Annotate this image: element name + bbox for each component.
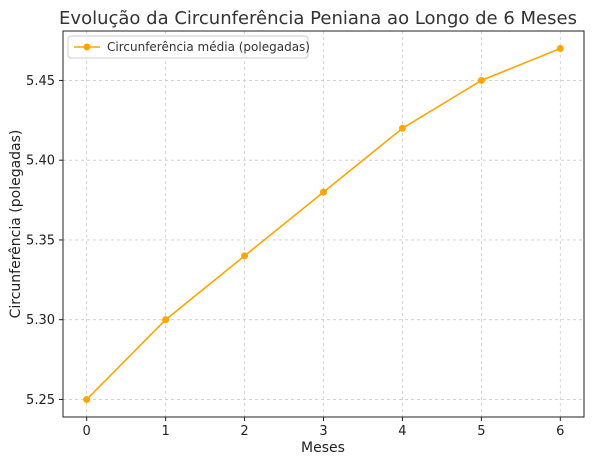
series-layer [83, 45, 564, 403]
y-tick-label: 5.25 [26, 393, 55, 408]
chart-title: Evolução da Circunferência Peniana ao Lo… [59, 8, 577, 29]
x-tick-label: 6 [556, 424, 564, 439]
x-tick-label: 3 [319, 424, 327, 439]
y-tick-label: 5.30 [26, 313, 55, 328]
legend-marker [83, 43, 91, 51]
y-tick-label: 5.35 [26, 233, 55, 248]
data-point [477, 76, 485, 84]
x-tick-label: 2 [240, 424, 248, 439]
data-point [241, 252, 249, 260]
y-tick-label: 5.40 [26, 154, 55, 169]
data-point [83, 395, 91, 403]
x-tick-label: 0 [83, 424, 91, 439]
legend-label: Circunferência média (polegadas) [107, 40, 310, 54]
data-point [162, 316, 170, 324]
x-tick-label: 4 [398, 424, 406, 439]
y-tick-label: 5.45 [26, 74, 55, 89]
x-tick-label: 1 [161, 424, 169, 439]
data-point [556, 45, 564, 53]
grid [63, 31, 584, 417]
x-axis-ticks: 0 1 2 3 4 5 6 [83, 417, 564, 439]
y-axis-label: Circunferência (polegadas) [8, 130, 24, 319]
y-axis-ticks: 5.25 5.30 5.35 5.40 5.45 [26, 74, 63, 408]
legend: Circunferência média (polegadas) [67, 35, 310, 59]
data-point [398, 124, 406, 132]
x-tick-label: 5 [477, 424, 485, 439]
data-point [320, 188, 327, 196]
x-axis-label: Meses [301, 440, 345, 456]
legend-box [67, 35, 309, 59]
